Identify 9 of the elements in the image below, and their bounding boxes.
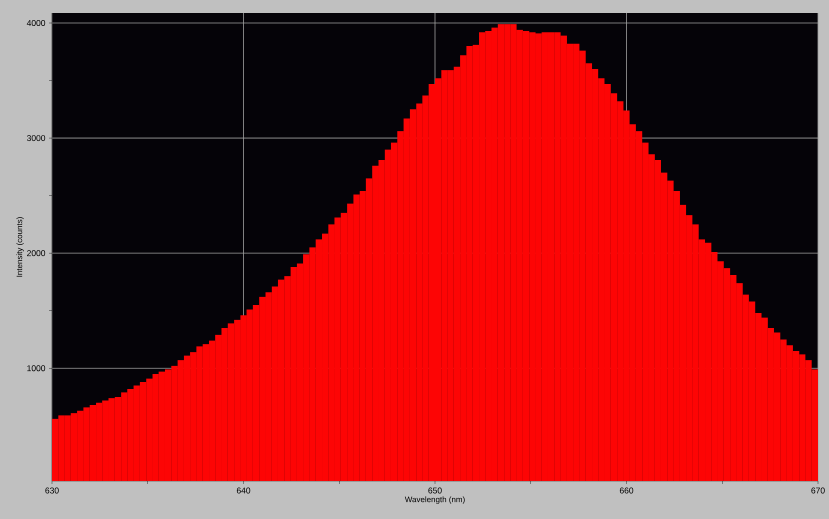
x-tick-label: 660: [620, 488, 634, 494]
y-tick-label: 3000: [26, 135, 46, 142]
x-tick-label: 630: [45, 488, 59, 494]
x-tick-label: 650: [428, 488, 442, 494]
y-tick-label: 2000: [27, 250, 46, 256]
x-tick-label: 640: [236, 488, 250, 494]
x-tick-label: 670: [811, 488, 825, 494]
y-tick-label: 1000: [27, 365, 46, 372]
y-tick-label: 4000: [26, 20, 46, 26]
